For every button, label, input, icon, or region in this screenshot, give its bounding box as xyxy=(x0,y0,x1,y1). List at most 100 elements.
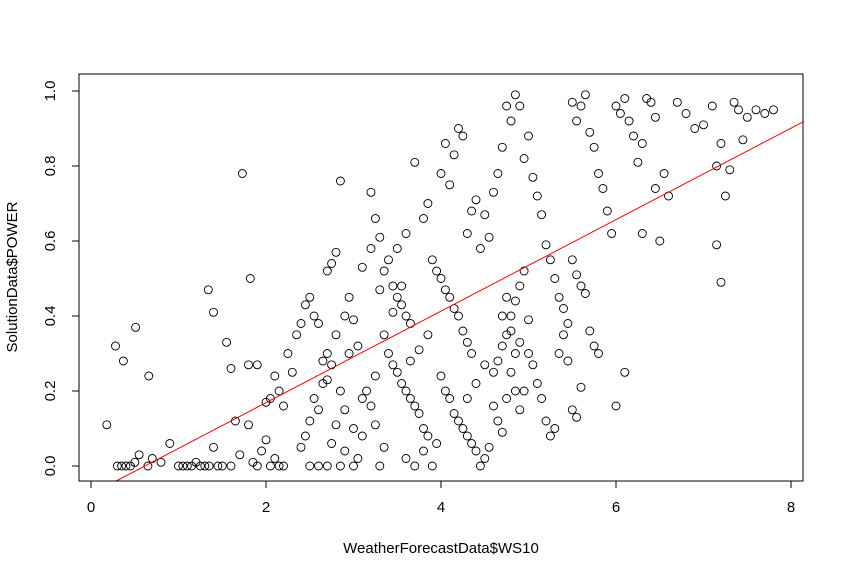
data-point xyxy=(506,367,516,377)
data-point xyxy=(607,229,617,238)
data-point xyxy=(366,187,376,197)
data-point xyxy=(440,285,450,295)
data-point xyxy=(388,360,398,370)
data-point xyxy=(510,386,520,396)
data-point xyxy=(410,461,420,471)
x-tick-label: 8 xyxy=(787,499,795,516)
data-point xyxy=(541,416,551,426)
data-point xyxy=(532,379,542,388)
data-point xyxy=(467,439,477,448)
data-point xyxy=(567,255,577,265)
data-point xyxy=(436,371,446,381)
data-point xyxy=(454,416,463,426)
x-tick-label: 2 xyxy=(262,499,270,516)
data-point xyxy=(405,394,415,403)
data-point xyxy=(300,431,310,441)
data-point xyxy=(506,326,516,336)
data-point xyxy=(366,401,376,411)
data-point xyxy=(510,296,520,306)
data-point xyxy=(462,431,472,441)
data-point xyxy=(121,461,131,471)
data-point xyxy=(497,341,507,351)
data-point xyxy=(217,461,227,471)
data-point xyxy=(537,210,547,220)
data-point xyxy=(419,446,428,456)
data-point xyxy=(257,446,267,456)
data-point xyxy=(559,330,568,340)
data-point xyxy=(480,210,490,220)
data-point xyxy=(454,311,463,321)
data-point xyxy=(392,244,402,253)
data-point xyxy=(327,439,337,448)
y-tick-label: 1.0 xyxy=(42,81,59,102)
data-points xyxy=(102,90,778,471)
data-point xyxy=(449,409,459,418)
data-point xyxy=(572,412,582,422)
y-tick-label: 0.0 xyxy=(42,456,59,477)
data-point xyxy=(563,319,573,328)
data-point xyxy=(370,214,380,223)
data-point xyxy=(300,300,310,310)
data-point xyxy=(292,330,302,340)
data-point xyxy=(720,191,730,201)
data-point xyxy=(419,424,428,433)
data-point xyxy=(471,379,481,388)
data-point xyxy=(388,281,398,291)
data-point xyxy=(327,360,337,370)
data-point xyxy=(458,326,468,336)
data-point xyxy=(370,371,380,381)
data-point xyxy=(314,405,323,415)
data-point xyxy=(244,420,253,430)
data-point xyxy=(576,101,586,111)
data-point xyxy=(493,356,503,366)
data-point xyxy=(226,461,236,471)
data-point xyxy=(436,274,446,283)
data-point xyxy=(515,405,525,415)
data-point xyxy=(392,292,402,302)
data-point xyxy=(489,367,498,377)
data-point xyxy=(541,240,551,250)
data-point xyxy=(467,349,477,358)
data-point xyxy=(357,394,367,403)
data-point xyxy=(423,330,433,340)
data-point xyxy=(742,112,752,122)
data-point xyxy=(502,292,512,302)
data-point xyxy=(235,450,245,460)
data-point xyxy=(550,424,560,433)
data-point xyxy=(615,109,625,118)
data-point xyxy=(524,349,533,358)
data-point xyxy=(467,206,477,216)
y-tick-label: 0.4 xyxy=(42,306,59,327)
data-point xyxy=(620,94,630,103)
data-point xyxy=(712,240,722,250)
data-point xyxy=(690,124,700,133)
data-point xyxy=(440,139,450,148)
data-point xyxy=(331,420,341,430)
x-axis-title: WeatherForecastData$WS10 xyxy=(343,540,539,557)
data-point xyxy=(309,394,319,403)
data-point xyxy=(589,142,599,152)
data-point xyxy=(405,319,415,328)
data-point xyxy=(725,165,735,175)
data-point xyxy=(458,131,468,141)
data-point xyxy=(322,266,332,276)
data-point xyxy=(611,401,621,411)
data-point xyxy=(401,454,411,463)
data-point xyxy=(213,461,223,471)
data-point xyxy=(274,386,284,396)
data-point xyxy=(454,124,463,133)
data-point xyxy=(305,292,315,302)
data-point xyxy=(769,105,778,115)
data-point xyxy=(580,90,590,100)
data-point xyxy=(637,139,647,148)
data-point xyxy=(357,262,367,272)
data-point xyxy=(493,169,503,178)
data-point xyxy=(335,461,345,471)
data-point xyxy=(751,105,761,115)
data-point xyxy=(340,405,350,415)
data-point xyxy=(462,337,472,347)
data-point xyxy=(384,255,393,265)
data-point xyxy=(245,274,255,283)
data-point xyxy=(589,341,599,351)
data-point xyxy=(576,382,586,392)
